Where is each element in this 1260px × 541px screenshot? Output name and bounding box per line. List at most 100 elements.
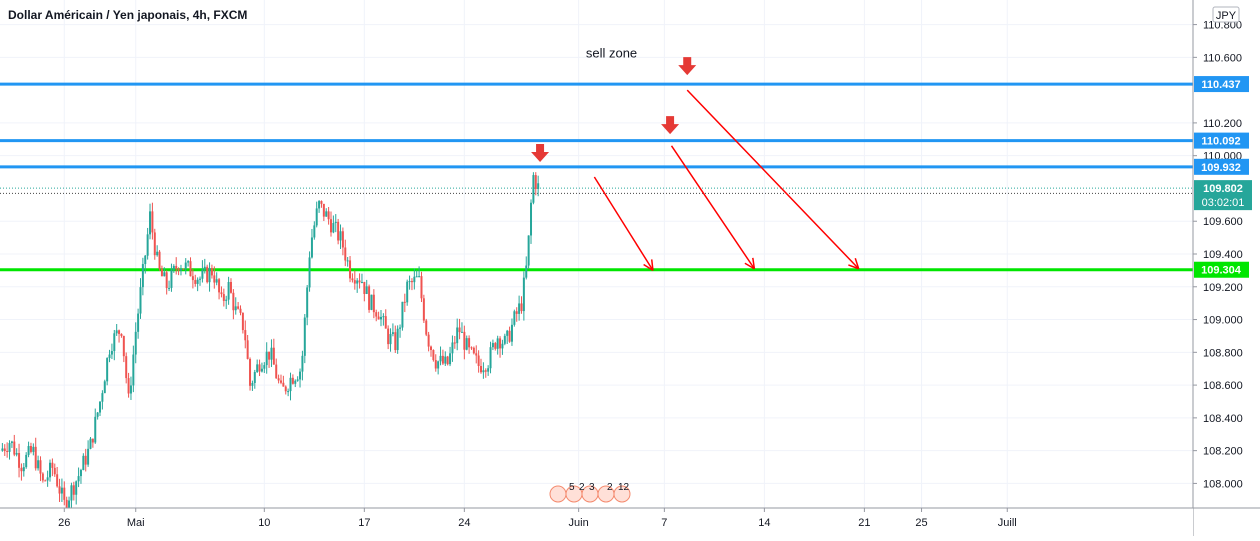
level-price-tag xyxy=(1194,76,1249,93)
candle-up xyxy=(413,276,416,283)
candle-up xyxy=(134,331,137,355)
candle-down xyxy=(425,320,428,335)
candle-down xyxy=(344,247,347,261)
candle-up xyxy=(113,333,116,352)
x-tick-label: 10 xyxy=(258,517,270,529)
candle-up xyxy=(46,477,49,481)
candle-up xyxy=(406,281,409,303)
sell-signal-arrow-icon[interactable] xyxy=(661,116,680,135)
projection-arrow-line[interactable] xyxy=(593,176,654,271)
y-tick-label: 109.400 xyxy=(1203,249,1243,261)
projection-arrow-line[interactable] xyxy=(686,89,860,270)
candle-down xyxy=(394,332,397,351)
candle-down xyxy=(499,338,502,349)
candle-down xyxy=(175,265,178,269)
candle-down xyxy=(13,441,16,455)
candle-up xyxy=(179,268,182,271)
candle-up xyxy=(456,327,459,344)
event-count: 3 xyxy=(589,482,595,493)
candle-up xyxy=(139,287,142,314)
level-price-tag xyxy=(1194,261,1249,278)
candle-up xyxy=(149,211,152,235)
candle-up xyxy=(315,208,318,226)
candle-up xyxy=(299,371,302,380)
candle-up xyxy=(451,342,454,354)
candle-down xyxy=(275,364,278,379)
candle-up xyxy=(415,276,418,278)
candle-up xyxy=(527,235,530,266)
candle-up xyxy=(94,416,97,443)
candle-down xyxy=(41,473,44,481)
level-price-label: 110.092 xyxy=(1201,136,1240,148)
candle-up xyxy=(260,368,263,372)
candle-down xyxy=(453,342,456,344)
candle-down xyxy=(160,268,163,277)
candle-up xyxy=(25,454,28,468)
sell-signal-arrow-icon[interactable] xyxy=(531,144,550,163)
event-count: 12 xyxy=(618,482,630,493)
candle-down xyxy=(3,448,6,451)
candle-down xyxy=(120,333,123,336)
economic-event-flag-icon[interactable] xyxy=(549,485,567,503)
economic-events[interactable]: 5 2 3 2 12 xyxy=(549,482,631,503)
x-tick-label: 17 xyxy=(358,517,370,529)
candle-up xyxy=(513,311,516,325)
candle-down xyxy=(358,280,361,283)
candle-down xyxy=(458,327,461,333)
economic-event-flag-icon[interactable] xyxy=(613,485,631,503)
x-tick-label: 24 xyxy=(458,517,470,529)
candle-down xyxy=(375,312,378,317)
candle-up xyxy=(537,183,540,189)
candle-up xyxy=(196,279,199,284)
candle-down xyxy=(29,446,32,452)
y-tick-label: 108.800 xyxy=(1203,347,1243,359)
projection-arrow-head xyxy=(848,264,859,270)
candle-up xyxy=(382,316,385,318)
candle-up xyxy=(144,255,147,265)
current-price-label: 109.802 xyxy=(1203,183,1243,195)
candle-up xyxy=(339,231,342,241)
candle-down xyxy=(229,281,232,293)
candle-up xyxy=(49,462,52,478)
candle-up xyxy=(70,485,73,501)
candle-up xyxy=(270,347,273,360)
candle-up xyxy=(289,377,292,392)
y-tick-label: 108.600 xyxy=(1203,380,1243,392)
currency-badge[interactable] xyxy=(1212,6,1240,23)
x-tick-label: Mai xyxy=(127,517,145,529)
candle-up xyxy=(396,328,399,351)
candle-up xyxy=(346,260,349,262)
candle-down xyxy=(232,292,235,311)
candle-down xyxy=(18,453,21,468)
candle-down xyxy=(153,232,156,256)
candle-down xyxy=(246,340,249,359)
candle-up xyxy=(115,330,118,334)
candle-up xyxy=(108,354,111,359)
candle-up xyxy=(10,441,13,444)
candle-up xyxy=(265,351,268,366)
candle-down xyxy=(368,286,371,310)
time-axis[interactable] xyxy=(0,508,1193,536)
candle-up xyxy=(225,299,228,301)
candle-up xyxy=(137,313,140,332)
candle-down xyxy=(125,356,128,379)
candle-up xyxy=(391,332,394,335)
y-tick-label: 110.200 xyxy=(1203,118,1242,130)
candle-up xyxy=(184,262,187,269)
candle-down xyxy=(508,330,511,342)
level-price-label: 109.304 xyxy=(1201,265,1242,277)
currency-badge-label: JPY xyxy=(1216,10,1237,22)
projection-arrow-line[interactable] xyxy=(670,145,755,270)
candle-up xyxy=(506,330,509,336)
candle-down xyxy=(422,298,425,321)
candle-down xyxy=(194,280,197,284)
candle-up xyxy=(15,453,18,455)
candle-up xyxy=(518,303,521,314)
x-tick-label: 21 xyxy=(858,517,870,529)
event-count: 2 xyxy=(579,482,585,493)
candle-up xyxy=(146,234,149,256)
sell-signal-arrow-icon[interactable] xyxy=(678,57,697,76)
candle-up xyxy=(449,353,452,365)
